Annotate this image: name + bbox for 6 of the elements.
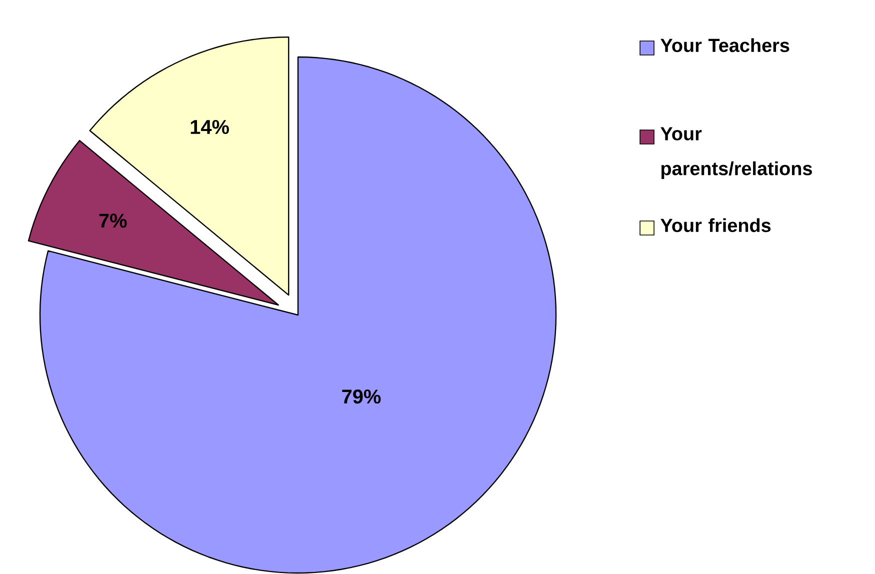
data-label: 79% (342, 389, 381, 404)
legend-label: Your friends (660, 218, 771, 232)
data-label: 7% (99, 214, 127, 228)
data-label: 14% (190, 120, 229, 134)
legend-label: Your parents/relations (660, 127, 812, 180)
legend-label: Your Teachers (660, 38, 790, 52)
